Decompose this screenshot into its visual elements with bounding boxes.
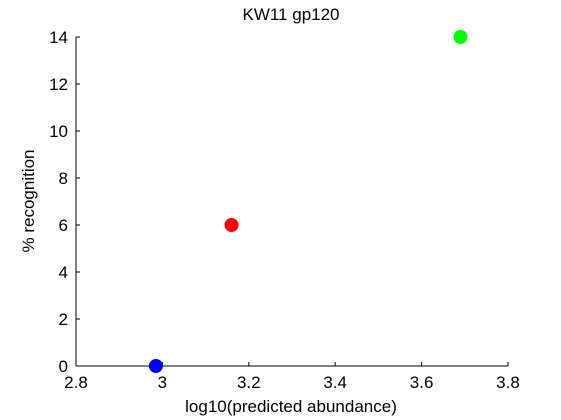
y-tick-label: 2 — [59, 310, 68, 329]
x-tick-label: 3 — [158, 373, 167, 392]
y-tick-label: 6 — [59, 216, 68, 235]
y-ticks: 0 2 4 6 8 10 12 14 — [49, 28, 80, 376]
data-point — [149, 359, 163, 373]
y-tick-label: 12 — [49, 75, 68, 94]
data-point — [453, 30, 467, 44]
y-tick-label: 0 — [59, 357, 68, 376]
x-tick-label: 3.6 — [410, 373, 434, 392]
chart-title: KW11 gp120 — [242, 5, 339, 24]
data-point — [225, 218, 239, 232]
y-tick-label: 8 — [59, 169, 68, 188]
x-tick-label: 3.8 — [496, 373, 520, 392]
x-axis-label: log10(predicted abundance) — [185, 397, 397, 416]
x-tick-label: 3.4 — [323, 373, 347, 392]
data-points — [149, 30, 468, 373]
y-axis-label: % recognition — [19, 149, 38, 252]
y-tick-label: 10 — [49, 122, 68, 141]
x-tick-label: 3.2 — [237, 373, 261, 392]
y-tick-label: 4 — [59, 263, 68, 282]
y-tick-label: 14 — [49, 28, 68, 47]
